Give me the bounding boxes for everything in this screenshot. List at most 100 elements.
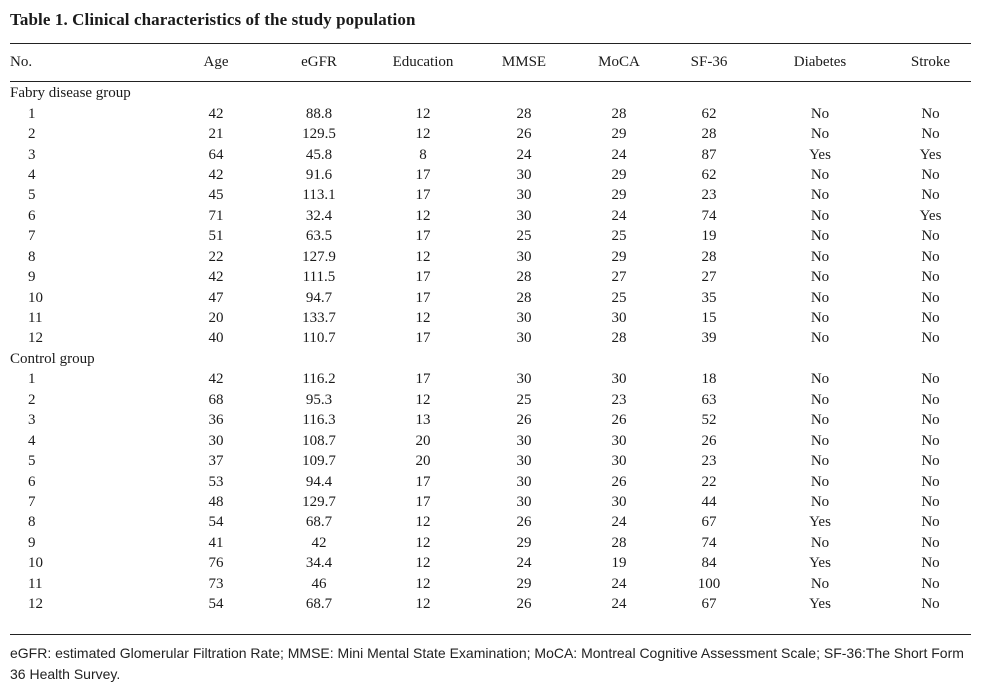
cell-sf36: 22: [701, 473, 717, 490]
cell-egfr: 94.7: [305, 289, 333, 306]
cell-moca: 26: [611, 473, 627, 490]
table-row: 3 64 45.8 8 24 24 87 Yes Yes: [10, 144, 971, 164]
cell-education: 17: [415, 269, 431, 286]
cell-mmse: 29: [516, 534, 532, 551]
cell-stroke: No: [921, 371, 940, 388]
cell-mmse: 26: [516, 412, 532, 429]
cell-stroke: No: [921, 391, 940, 408]
cell-stroke: No: [921, 514, 940, 531]
cell-education: 12: [415, 105, 431, 122]
cell-moca: 24: [611, 575, 627, 592]
cell-stroke: No: [921, 248, 940, 265]
cell-mmse: 30: [516, 453, 532, 470]
cell-stroke: No: [921, 310, 940, 327]
cell-mmse: 28: [516, 289, 532, 306]
cell-egfr: 45.8: [305, 146, 333, 163]
cell-egfr: 116.3: [302, 412, 336, 429]
cell-diabetes: No: [810, 269, 830, 286]
cell-education: 12: [415, 126, 431, 143]
cell-mmse: 30: [516, 207, 532, 224]
cell-moca: 19: [611, 555, 627, 572]
cell-sf36: 67: [701, 514, 717, 531]
cell-no: 5: [28, 453, 36, 470]
cell-mmse: 25: [516, 391, 532, 408]
cell-egfr: 95.3: [305, 391, 333, 408]
cell-age: 37: [208, 453, 224, 470]
cell-no: 1: [28, 371, 36, 388]
cell-no: 9: [28, 269, 36, 286]
table-row: 8 22 127.9 12 30 29 28 No No: [10, 247, 971, 267]
cell-egfr: 108.7: [302, 432, 336, 449]
cell-education: 20: [415, 432, 431, 449]
cell-sf36: 87: [701, 146, 717, 163]
table-row: 4 30 108.7 20 30 30 26 No No: [10, 430, 971, 450]
cell-egfr: 110.7: [302, 330, 336, 347]
cell-mmse: 25: [516, 228, 532, 245]
group-header-row: Fabry disease group: [10, 83, 971, 103]
cell-age: 21: [208, 126, 224, 143]
cell-moca: 28: [611, 330, 627, 347]
cell-age: 30: [208, 432, 224, 449]
cell-education: 12: [415, 391, 431, 408]
cell-moca: 30: [611, 371, 627, 388]
cell-diabetes: No: [810, 493, 830, 510]
table-row: 2 21 129.5 12 26 29 28 No No: [10, 124, 971, 144]
cell-egfr: 91.6: [305, 166, 333, 183]
cell-mmse: 26: [516, 596, 532, 613]
column-header-age: Age: [203, 54, 229, 70]
cell-education: 20: [415, 453, 431, 470]
cell-egfr: 68.7: [305, 514, 333, 531]
cell-mmse: 28: [516, 105, 532, 122]
cell-sf36: 100: [697, 575, 721, 592]
cell-moca: 24: [611, 514, 627, 531]
cell-diabetes: No: [810, 391, 830, 408]
cell-diabetes: No: [810, 534, 830, 551]
cell-moca: 26: [611, 412, 627, 429]
table-row: 12 54 68.7 12 26 24 67 Yes No: [10, 594, 971, 614]
cell-age: 68: [208, 391, 224, 408]
cell-education: 12: [415, 596, 431, 613]
cell-education: 17: [415, 187, 431, 204]
cell-mmse: 24: [516, 555, 532, 572]
cell-diabetes: No: [810, 330, 830, 347]
bottom-rule: [10, 634, 971, 635]
cell-egfr: 32.4: [305, 207, 333, 224]
cell-moca: 23: [611, 391, 627, 408]
cell-diabetes: Yes: [809, 146, 831, 163]
group-header-row: Control group: [10, 349, 971, 369]
cell-sf36: 28: [701, 126, 717, 143]
cell-no: 11: [28, 310, 43, 327]
cell-diabetes: Yes: [809, 514, 831, 531]
cell-education: 17: [415, 371, 431, 388]
cell-age: 51: [208, 228, 224, 245]
cell-diabetes: No: [810, 105, 830, 122]
cell-age: 54: [208, 596, 224, 613]
cell-age: 40: [208, 330, 224, 347]
table-row: 3 36 116.3 13 26 26 52 No No: [10, 410, 971, 430]
table-row: 1 42 88.8 12 28 28 62 No No: [10, 103, 971, 123]
cell-stroke: No: [921, 228, 940, 245]
cell-moca: 28: [611, 105, 627, 122]
cell-no: 2: [28, 391, 36, 408]
cell-egfr: 129.5: [302, 126, 336, 143]
cell-mmse: 26: [516, 514, 532, 531]
cell-no: 7: [28, 493, 36, 510]
cell-age: 42: [208, 166, 224, 183]
cell-stroke: Yes: [919, 146, 942, 163]
cell-moca: 30: [611, 453, 627, 470]
cell-education: 17: [415, 330, 431, 347]
cell-moca: 25: [611, 228, 627, 245]
table-row: 5 37 109.7 20 30 30 23 No No: [10, 451, 971, 471]
cell-moca: 29: [611, 126, 627, 143]
cell-moca: 30: [611, 493, 627, 510]
cell-education: 17: [415, 166, 431, 183]
cell-age: 45: [208, 187, 224, 204]
cell-no: 4: [28, 432, 36, 449]
cell-mmse: 30: [516, 187, 532, 204]
column-header-education: Education: [392, 54, 454, 70]
cell-diabetes: No: [810, 289, 830, 306]
cell-egfr: 88.8: [305, 105, 333, 122]
cell-education: 12: [415, 534, 431, 551]
cell-education: 17: [415, 228, 431, 245]
cell-sf36: 27: [701, 269, 717, 286]
